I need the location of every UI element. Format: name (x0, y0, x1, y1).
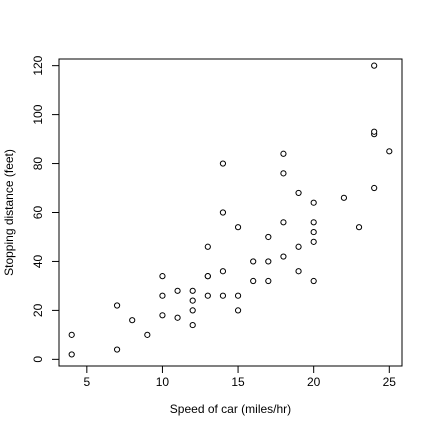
x-tick-label: 15 (231, 375, 245, 389)
data-point (219, 268, 227, 275)
x-tick-label: 5 (83, 375, 90, 389)
data-point (295, 189, 302, 197)
data-point (295, 243, 302, 250)
data-point (355, 224, 363, 231)
data-point (386, 148, 393, 155)
data-point (219, 292, 227, 299)
data-point (280, 150, 287, 157)
data-point (144, 331, 151, 338)
data-point (234, 307, 242, 314)
data-point (340, 194, 348, 201)
data-point (371, 128, 378, 135)
x-tick-label: 10 (156, 375, 170, 389)
data-point (310, 277, 317, 285)
data-point (280, 219, 287, 226)
data-point (204, 243, 211, 250)
y-tick-label: 40 (31, 254, 45, 268)
data-point (310, 228, 317, 236)
data-point (189, 321, 196, 329)
data-point (265, 233, 272, 241)
data-point (295, 268, 302, 275)
y-tick-label: 0 (31, 356, 45, 363)
y-tick-label: 80 (31, 157, 45, 171)
data-point (189, 307, 196, 314)
y-tick-label: 100 (31, 104, 45, 124)
data-point (265, 277, 272, 285)
x-tick-label: 25 (383, 375, 397, 389)
y-axis-label: Stopping distance (feet) (2, 149, 16, 276)
data-point (129, 317, 136, 324)
data-point (189, 297, 196, 304)
y-axis: 0 20 40 60 80 100 120 (31, 55, 60, 363)
data-point (310, 199, 317, 206)
data-point (219, 160, 227, 167)
data-point (280, 170, 287, 177)
x-axis: 5 10 15 20 25 (83, 365, 397, 389)
data-point (174, 314, 181, 321)
x-axis-label: Speed of car (miles/hr) (170, 402, 291, 416)
y-tick-label: 60 (31, 206, 45, 220)
data-point (204, 273, 211, 280)
data-points (68, 62, 393, 358)
data-point (371, 62, 378, 69)
data-point (113, 346, 121, 353)
data-point (219, 209, 227, 216)
data-point (234, 224, 242, 231)
data-point (113, 302, 121, 309)
data-point (310, 219, 317, 226)
data-point (204, 292, 211, 299)
data-point (265, 258, 272, 265)
data-point (250, 277, 257, 285)
data-point (159, 273, 166, 280)
data-point (159, 312, 166, 319)
data-point (174, 287, 181, 294)
x-tick-label: 20 (307, 375, 321, 389)
data-point (234, 292, 242, 299)
data-point (68, 331, 75, 338)
data-point (280, 253, 287, 260)
data-point (68, 351, 75, 358)
data-point (159, 292, 166, 299)
y-tick-label: 120 (31, 55, 45, 75)
data-point (371, 184, 378, 192)
plot-frame (58, 58, 403, 367)
data-point (189, 287, 196, 294)
y-tick-label: 20 (31, 303, 45, 317)
data-point (310, 238, 317, 245)
data-point (250, 258, 257, 265)
